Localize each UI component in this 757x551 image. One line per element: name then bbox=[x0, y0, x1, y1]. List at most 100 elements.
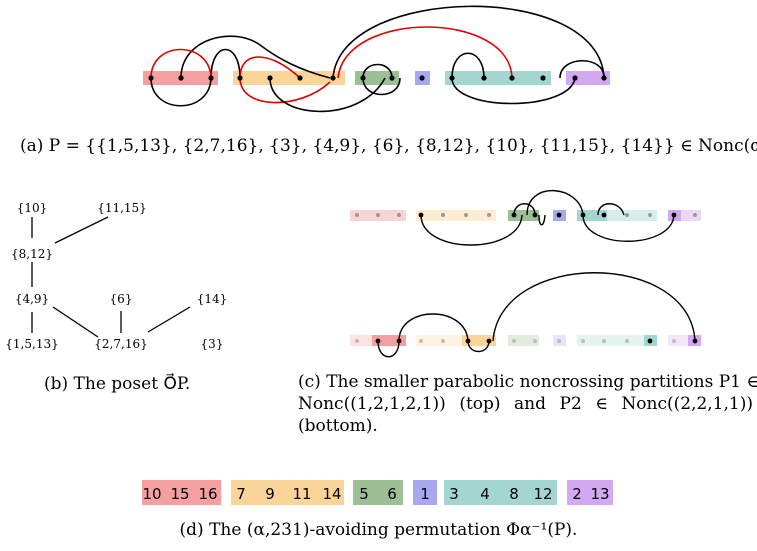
panel-b-poset: {10} {11,15} {8,12} {4,9} {6} {14} {1,5,… bbox=[5, 201, 227, 351]
perm-value: 12 bbox=[533, 485, 552, 503]
c-top-pt bbox=[671, 212, 677, 218]
point-9 bbox=[389, 75, 395, 81]
block-green bbox=[355, 71, 399, 85]
c-top-block-teal-solid bbox=[577, 210, 607, 221]
perm-block-blue bbox=[413, 480, 437, 505]
perm-block-purple bbox=[567, 480, 613, 505]
panel-a-diagram bbox=[143, 5, 610, 113]
arc-1-5 bbox=[150, 77, 212, 107]
point-7 bbox=[330, 75, 336, 81]
c-top-pt bbox=[464, 213, 468, 217]
poset-nodes: {10} {11,15} {8,12} {4,9} {6} {14} {1,5,… bbox=[5, 201, 227, 351]
node-11-15: {11,15} bbox=[97, 201, 147, 215]
c-bot-block-orange-solid bbox=[462, 335, 496, 346]
point-13 bbox=[509, 75, 515, 81]
c-bot-arc-4 bbox=[492, 272, 696, 342]
panel-c-caption-line-1: (c) The smaller parabolic noncrossing pa… bbox=[298, 372, 757, 392]
perm-value: 2 bbox=[572, 485, 582, 503]
point-14 bbox=[540, 75, 546, 81]
arc-red-3 bbox=[239, 56, 301, 79]
point-16 bbox=[601, 75, 607, 81]
c-bot-pt bbox=[441, 339, 445, 343]
c-bot-block-purple bbox=[668, 335, 701, 346]
point-12 bbox=[481, 75, 487, 81]
c-top-arc-6 bbox=[597, 203, 625, 216]
node-1-5-13: {1,5,13} bbox=[5, 337, 58, 351]
c-bot-pt bbox=[692, 338, 698, 344]
point-2 bbox=[178, 75, 184, 81]
perm-value: 9 bbox=[265, 485, 275, 503]
c-bot-pt bbox=[647, 338, 653, 344]
c-bot-pt bbox=[581, 339, 585, 343]
node-4-9: {4,9} bbox=[15, 292, 49, 306]
block-purple bbox=[566, 71, 610, 85]
node-8-12: {8,12} bbox=[11, 247, 53, 261]
c-top-pt bbox=[418, 212, 424, 218]
arc-8-12b bbox=[362, 77, 401, 96]
perm-value: 13 bbox=[590, 485, 609, 503]
arc-teal-purple bbox=[451, 77, 576, 105]
edge-11-15-8-12 bbox=[54, 216, 109, 244]
panel-c-caption-line-3: (bottom). bbox=[298, 416, 378, 436]
perm-value: 7 bbox=[236, 485, 246, 503]
c-top-pt bbox=[441, 213, 445, 217]
panel-d-permutation: 10 15 16 7 9 11 14 5 6 1 3 4 8 12 2 13 bbox=[142, 480, 613, 505]
c-top-block-purple bbox=[668, 210, 701, 221]
c-bot-block-orange bbox=[416, 335, 496, 346]
perm-block-green bbox=[353, 480, 403, 505]
c-bot-pt bbox=[533, 339, 537, 343]
c-bot-arc-3 bbox=[467, 340, 490, 353]
c-top-pt bbox=[556, 212, 562, 218]
panel-b-caption: (b) The poset O⃗P. bbox=[44, 374, 191, 394]
poset-edges bbox=[31, 216, 191, 338]
panel-a-arcs bbox=[150, 5, 605, 113]
c-bot-pt bbox=[672, 339, 676, 343]
point-5 bbox=[267, 75, 273, 81]
c-bot-points bbox=[355, 338, 698, 344]
arc-8-12 bbox=[362, 63, 393, 79]
c-top-points bbox=[355, 212, 697, 218]
c-top-pt bbox=[355, 213, 359, 217]
perm-block-red bbox=[142, 480, 221, 505]
c-top-block-orange bbox=[416, 210, 496, 221]
c-top-arc-4 bbox=[538, 214, 546, 226]
point-1 bbox=[148, 75, 154, 81]
perm-value: 16 bbox=[198, 485, 217, 503]
c-bot-pt bbox=[512, 339, 516, 343]
c-top-pt bbox=[397, 213, 401, 217]
c-top-pt bbox=[376, 213, 380, 217]
point-10 bbox=[419, 75, 425, 81]
c-top-block-teal bbox=[577, 210, 657, 221]
c-top-arc-5 bbox=[582, 214, 675, 242]
c-top-pt bbox=[532, 212, 538, 218]
c-top-pt bbox=[693, 213, 697, 217]
c-bot-pt bbox=[602, 339, 606, 343]
c-top-pt bbox=[511, 212, 517, 218]
arc-11-15 bbox=[451, 52, 485, 79]
c-top-arc-2 bbox=[513, 203, 536, 216]
panel-c-top bbox=[350, 189, 701, 246]
point-6 bbox=[297, 75, 303, 81]
point-3 bbox=[208, 75, 214, 81]
perm-value: 11 bbox=[292, 485, 311, 503]
node-6: {6} bbox=[110, 292, 133, 306]
point-8 bbox=[360, 75, 366, 81]
c-top-arc-1 bbox=[420, 214, 523, 246]
perm-value: 10 bbox=[142, 485, 161, 503]
c-bot-arc-1 bbox=[377, 340, 400, 358]
c-bot-pt bbox=[396, 338, 402, 344]
node-2-7-16: {2,7,16} bbox=[94, 337, 147, 351]
c-top-block-green bbox=[508, 210, 539, 221]
arc-teal-purple-2 bbox=[559, 59, 605, 79]
c-top-pt bbox=[648, 213, 652, 217]
c-bot-block-teal bbox=[577, 335, 657, 346]
c-top-pt bbox=[580, 212, 586, 218]
node-3: {3} bbox=[201, 337, 224, 351]
arc-red-1 bbox=[150, 48, 212, 79]
c-bot-block-green bbox=[508, 335, 539, 346]
arc-red-4 bbox=[337, 26, 513, 79]
c-bot-pt bbox=[625, 339, 629, 343]
c-bot-pt bbox=[375, 338, 381, 344]
panel-d-caption: (d) The (α,231)-avoiding permutation Φα⁻… bbox=[179, 520, 578, 540]
